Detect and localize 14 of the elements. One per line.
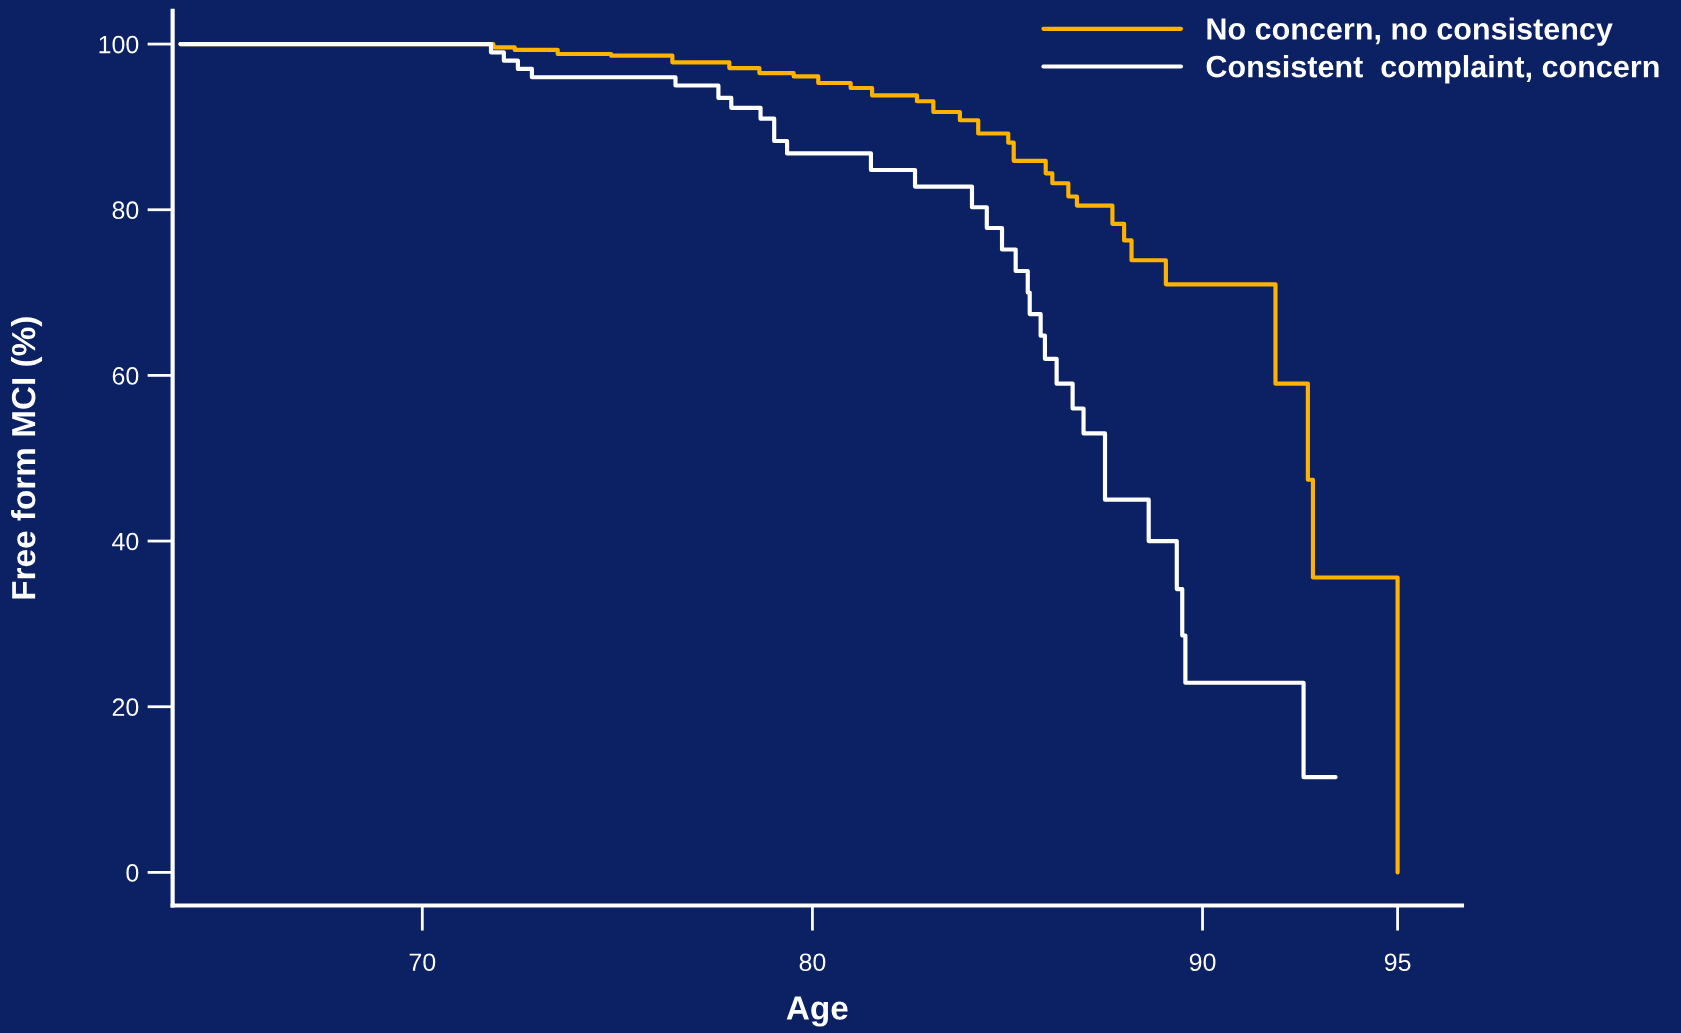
x-axis-title: Age [786, 996, 848, 1027]
y-tick-label: 20 [112, 698, 139, 717]
y-axis-title: Free form MCI (%) [10, 317, 43, 599]
y-tick-label: 80 [112, 201, 139, 220]
legend-label: No concern, no consistency [1207, 17, 1613, 46]
x-tick-label: 95 [1384, 953, 1411, 972]
y-tick-label: 0 [126, 864, 139, 882]
x-tick-label: 70 [409, 953, 436, 972]
y-tick-label: 100 [99, 35, 139, 54]
y-tick-label: 40 [112, 532, 139, 551]
y-tick-label: 60 [112, 367, 139, 385]
x-tick-label: 80 [799, 953, 826, 972]
x-tick-label: 90 [1189, 953, 1216, 972]
legend-label: Consistent complaint, concern [1206, 55, 1659, 84]
